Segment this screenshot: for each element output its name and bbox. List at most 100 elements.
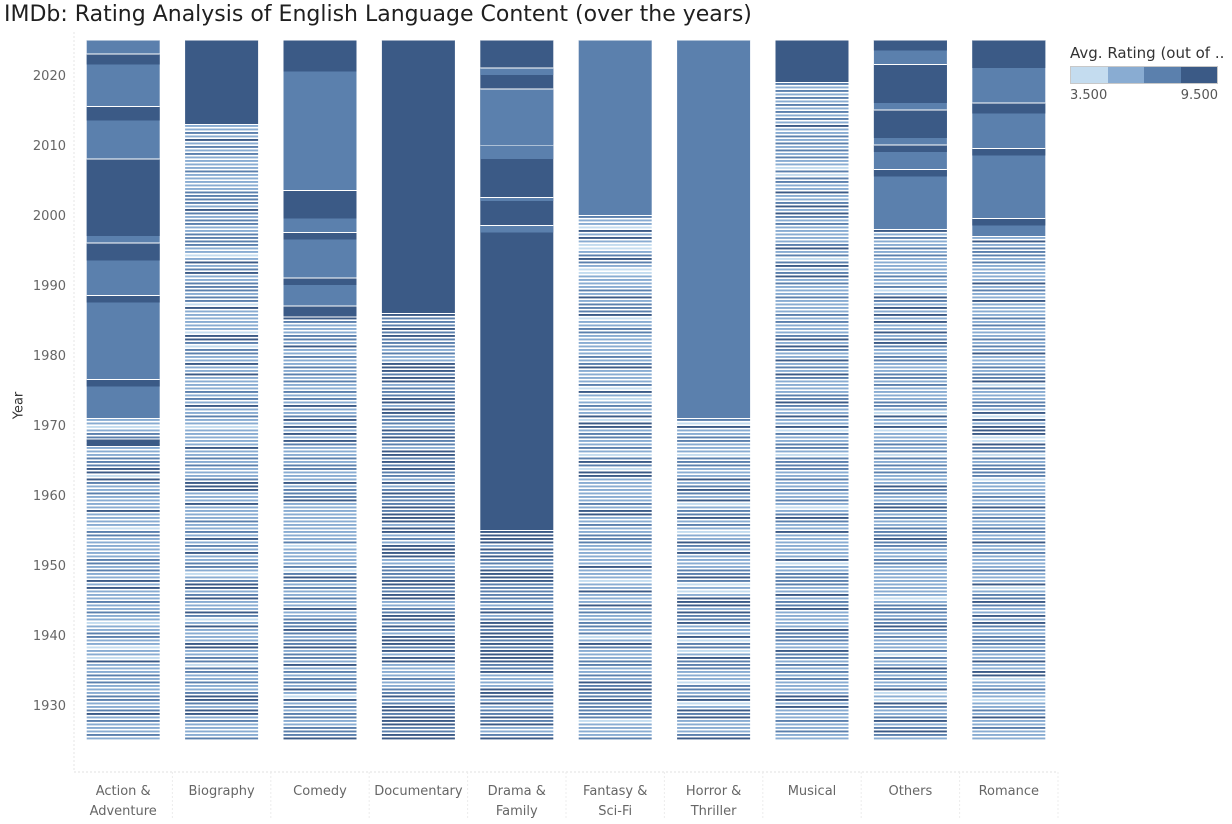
- heat-cell: [283, 709, 357, 712]
- heat-cell: [775, 503, 849, 505]
- heat-cell: [775, 247, 849, 250]
- heat-cell: [677, 485, 751, 488]
- heat-cell: [185, 688, 259, 691]
- heat-cell: [185, 184, 259, 187]
- heat-cell: [775, 734, 849, 736]
- heat-cell: [972, 475, 1046, 477]
- heat-cell: [185, 335, 259, 337]
- heat-cell: [381, 373, 455, 376]
- heat-cell: [677, 580, 751, 582]
- heat-cell: [86, 471, 160, 474]
- heat-cell: [578, 426, 652, 428]
- heat-cell: [86, 611, 160, 614]
- heat-cell: [677, 674, 751, 677]
- heat-cell: [381, 555, 455, 558]
- heat-cell: [775, 170, 849, 173]
- heat-cell: [185, 499, 259, 502]
- heat-cell: [972, 454, 1046, 456]
- heat-cell: [677, 520, 751, 523]
- heat-cell: [480, 650, 554, 652]
- heat-cell: [381, 401, 455, 404]
- heat-cell: [677, 499, 751, 502]
- heat-cell: [283, 723, 357, 726]
- heat-cell: [873, 377, 947, 379]
- heat-cell: [185, 471, 259, 474]
- heat-cell: [873, 286, 947, 288]
- x-category-label: Romance: [979, 784, 1039, 799]
- heat-cell: [283, 380, 357, 383]
- heat-cell: [381, 639, 455, 642]
- heat-cell: [873, 328, 947, 330]
- heat-cell: [873, 391, 947, 393]
- heat-cell: [972, 237, 1046, 239]
- heat-cell: [86, 604, 160, 607]
- heat-cell: [283, 730, 357, 733]
- heat-cell: [185, 261, 259, 264]
- heat-cell: [185, 128, 259, 131]
- heat-cell: [480, 559, 554, 561]
- heat-cell: [480, 629, 554, 631]
- heat-cell: [381, 737, 455, 740]
- heat-cell: [775, 93, 849, 96]
- heat-cell: [185, 443, 259, 446]
- heat-cell: [283, 485, 357, 488]
- heat-cell: [86, 548, 160, 551]
- heat-cell: [86, 439, 160, 446]
- heat-cell: [578, 356, 652, 358]
- heat-cell: [677, 692, 751, 694]
- heat-cell: [283, 454, 357, 456]
- heat-cell: [873, 646, 947, 649]
- heat-cell: [283, 713, 357, 715]
- heat-cell: [873, 338, 947, 341]
- heat-cell: [972, 335, 1046, 337]
- heat-cell: [578, 370, 652, 372]
- heat-cell: [185, 685, 259, 687]
- heat-cell: [480, 562, 554, 565]
- heat-cell: [972, 597, 1046, 600]
- heat-cell: [185, 146, 259, 148]
- heat-cell: [86, 447, 160, 449]
- heat-cell: [972, 667, 1046, 670]
- heat-cell: [185, 387, 259, 390]
- heat-cell: [381, 394, 455, 397]
- heat-cell: [381, 380, 455, 383]
- heat-cell: [185, 646, 259, 649]
- x-category-label: Drama &: [488, 784, 546, 799]
- heat-cell: [775, 366, 849, 369]
- heat-cell: [86, 527, 160, 530]
- heat-cell: [480, 723, 554, 726]
- heat-cell: [972, 615, 1046, 617]
- heat-cell: [578, 461, 652, 463]
- heat-cell: [578, 233, 652, 236]
- heat-cell: [775, 555, 849, 558]
- heat-cell: [775, 618, 849, 621]
- heat-cell: [283, 604, 357, 607]
- heat-cell: [873, 110, 947, 138]
- heat-cell: [381, 492, 455, 495]
- heat-cell: [873, 275, 947, 278]
- heat-cell: [283, 324, 357, 327]
- heat-cell: [873, 373, 947, 376]
- heat-cell: [381, 478, 455, 481]
- heat-cell: [185, 380, 259, 383]
- heat-cell: [972, 713, 1046, 715]
- heat-cell: [381, 499, 455, 502]
- heat-cell: [185, 286, 259, 288]
- heat-cell: [873, 576, 947, 579]
- heat-cell: [185, 447, 259, 449]
- heat-cell: [480, 583, 554, 586]
- heat-cell: [873, 345, 947, 348]
- heat-cell: [283, 643, 357, 645]
- heat-cell: [283, 685, 357, 687]
- heat-cell: [86, 510, 160, 512]
- heat-cell: [185, 450, 259, 453]
- heat-cell: [775, 566, 849, 568]
- heat-cell: [972, 342, 1046, 344]
- heat-cell: [775, 611, 849, 614]
- heat-cell: [283, 342, 357, 344]
- heat-cell: [873, 562, 947, 565]
- heat-cell: [480, 674, 554, 677]
- heat-cell: [972, 489, 1046, 491]
- heat-cell: [578, 559, 652, 561]
- heat-cell: [283, 538, 357, 540]
